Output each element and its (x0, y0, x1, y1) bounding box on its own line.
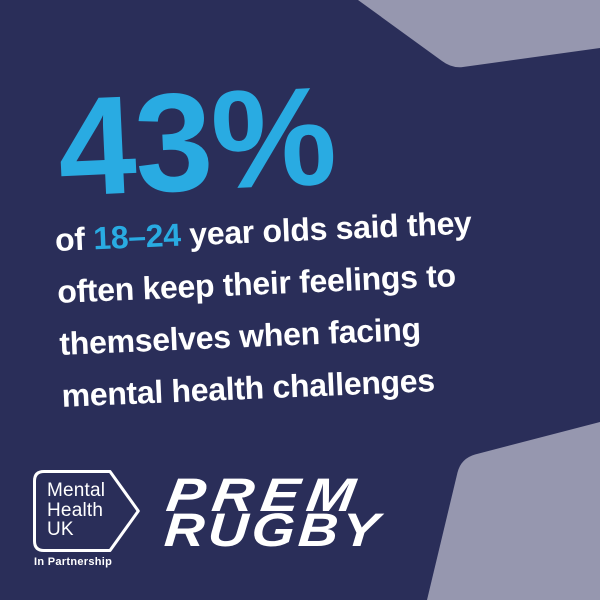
statement-line1-suffix: year olds said they (179, 204, 473, 253)
mhuk-logo-line-2: Health (47, 499, 104, 521)
mental-health-uk-logo-text: Mental Health UK (47, 481, 105, 540)
statement-line1-prefix: of (54, 220, 95, 258)
statement-age-highlight: 18–24 (92, 216, 182, 257)
stat-value: 43% (54, 56, 339, 226)
mhuk-logo-line-1: Mental (47, 480, 106, 501)
mental-health-uk-badge-outline-icon (33, 470, 140, 552)
bottom-right-corner-shape (427, 422, 600, 600)
prem-rugby-logo-line-2: RUGBY (162, 503, 385, 556)
mhuk-logo-line-3: UK (47, 519, 74, 540)
top-right-corner-shape (358, 0, 600, 68)
mental-health-uk-logo: Mental Health UK (33, 470, 140, 552)
in-partnership-label: In Partnership (34, 556, 113, 568)
statement-text: of 18–24 year olds said they often keep … (54, 197, 479, 422)
